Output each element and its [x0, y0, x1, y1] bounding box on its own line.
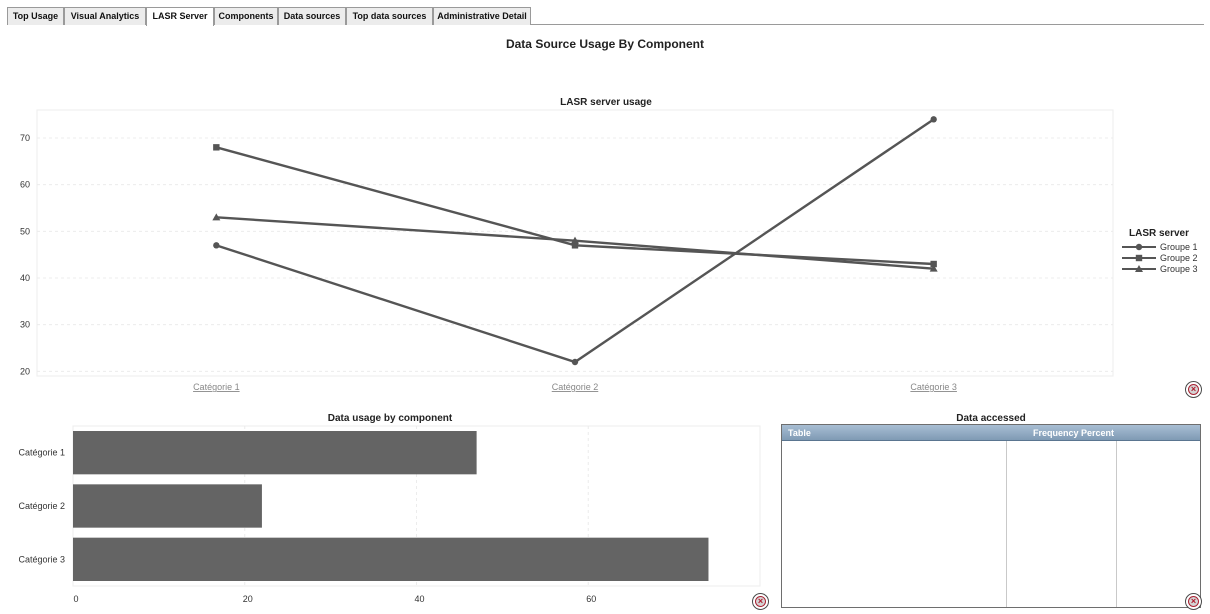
table-header: Table Frequency Percent	[782, 425, 1200, 441]
y-tick-label: 70	[20, 133, 30, 143]
bar-chart-title: Data usage by component	[327, 413, 453, 424]
legend-marker	[1135, 254, 1143, 262]
tab-visual-analytics[interactable]: Visual Analytics	[64, 7, 146, 25]
data-point	[571, 236, 579, 244]
tab-components[interactable]: Components	[214, 7, 278, 25]
data-point	[930, 116, 937, 123]
bar	[73, 484, 262, 528]
data-point	[571, 242, 579, 249]
y-tick-label: 40	[20, 273, 30, 283]
data-table-title: Data accessed	[956, 413, 1026, 424]
bar-chart-close-button[interactable]: ×	[752, 593, 769, 610]
x-tick-label: 40	[414, 594, 424, 604]
tab-data-sources[interactable]: Data sources	[278, 7, 346, 25]
page-title: Data Source Usage By Component	[505, 37, 705, 51]
data-point	[213, 144, 220, 151]
legend-title: LASR server	[1129, 228, 1189, 239]
x-tick-label: 0	[73, 594, 78, 604]
data-point	[929, 264, 938, 272]
x-tick-label: 20	[243, 594, 253, 604]
data-point	[571, 358, 579, 366]
column-header-frequency-percent[interactable]: Frequency Percent	[1032, 428, 1114, 438]
x-tick-label: Catégorie 3	[910, 382, 957, 392]
legend-label: Groupe 2	[1160, 253, 1198, 263]
y-tick-label: 60	[20, 180, 30, 190]
legend-label: Groupe 3	[1160, 264, 1198, 274]
legend-marker	[1135, 243, 1143, 251]
line-chart-title: LASR server usage	[560, 97, 652, 108]
y-tick-label: Catégorie 3	[18, 554, 65, 564]
y-tick-label: Catégorie 2	[18, 501, 65, 511]
data-point	[930, 260, 937, 268]
data-point	[212, 213, 221, 221]
y-tick-label: Catégorie 1	[18, 448, 65, 458]
tab-bar: Top Usage Visual Analytics LASR Server C…	[7, 7, 1204, 26]
legend-label: Groupe 1	[1160, 242, 1198, 252]
column-divider	[1116, 441, 1117, 607]
data-point	[213, 242, 220, 249]
close-circle-icon: ×	[1188, 596, 1199, 607]
x-tick-label: Catégorie 2	[552, 382, 599, 392]
line-chart: 20 30 40 50 60 70 Catégorie 1 Catégorie 2 Catégo…	[20, 109, 1198, 392]
line-chart-close-button[interactable]: ×	[1185, 381, 1202, 398]
data-accessed-table: Table Frequency Percent	[781, 424, 1201, 608]
close-circle-icon: ×	[1188, 384, 1199, 395]
bar-chart: 0 20 40 60 Catégorie 1 Catégorie 2 Catégorie 3	[18, 425, 761, 604]
table-close-button[interactable]: ×	[1185, 593, 1202, 610]
x-tick-label: 60	[586, 594, 596, 604]
y-tick-label: 50	[20, 226, 30, 236]
y-tick-label: 20	[20, 366, 30, 376]
tab-lasr-server[interactable]: LASR Server	[146, 7, 214, 26]
y-tick-label: 30	[20, 320, 30, 330]
close-circle-icon: ×	[755, 596, 766, 607]
bar	[73, 537, 709, 581]
tab-top-data-sources[interactable]: Top data sources	[346, 7, 433, 25]
x-tick-label: Catégorie 1	[193, 382, 240, 392]
column-divider	[1006, 441, 1007, 607]
tab-top-usage[interactable]: Top Usage	[7, 7, 64, 25]
bar	[73, 431, 477, 475]
column-header-table[interactable]: Table	[788, 428, 811, 438]
legend-marker	[1135, 265, 1143, 272]
tab-administrative-detail[interactable]: Administrative Detail	[433, 7, 531, 25]
